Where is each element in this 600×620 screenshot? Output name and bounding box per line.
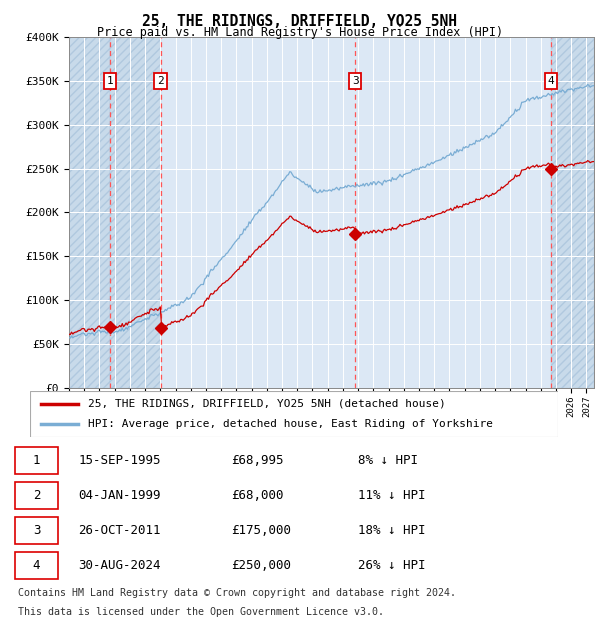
FancyBboxPatch shape <box>15 448 58 474</box>
FancyBboxPatch shape <box>15 482 58 509</box>
Text: 1: 1 <box>107 76 113 86</box>
Text: 4: 4 <box>547 76 554 86</box>
Text: 8% ↓ HPI: 8% ↓ HPI <box>358 454 418 467</box>
Text: 3: 3 <box>352 76 359 86</box>
Text: £68,000: £68,000 <box>231 489 283 502</box>
Bar <box>110 37 161 387</box>
Text: 3: 3 <box>33 524 40 537</box>
Text: £175,000: £175,000 <box>231 524 291 537</box>
Text: £250,000: £250,000 <box>231 559 291 572</box>
Text: 04-JAN-1999: 04-JAN-1999 <box>78 489 161 502</box>
Text: 18% ↓ HPI: 18% ↓ HPI <box>358 524 425 537</box>
Text: 25, THE RIDINGS, DRIFFIELD, YO25 5NH: 25, THE RIDINGS, DRIFFIELD, YO25 5NH <box>143 14 458 29</box>
Text: 2: 2 <box>157 76 164 86</box>
Text: 11% ↓ HPI: 11% ↓ HPI <box>358 489 425 502</box>
Text: 15-SEP-1995: 15-SEP-1995 <box>78 454 161 467</box>
Text: This data is licensed under the Open Government Licence v3.0.: This data is licensed under the Open Gov… <box>18 607 384 617</box>
Bar <box>551 37 594 387</box>
Text: 26% ↓ HPI: 26% ↓ HPI <box>358 559 425 572</box>
Text: 25, THE RIDINGS, DRIFFIELD, YO25 5NH (detached house): 25, THE RIDINGS, DRIFFIELD, YO25 5NH (de… <box>88 399 446 409</box>
Text: 4: 4 <box>33 559 40 572</box>
Text: 2: 2 <box>33 489 40 502</box>
Text: Price paid vs. HM Land Registry's House Price Index (HPI): Price paid vs. HM Land Registry's House … <box>97 26 503 39</box>
Text: Contains HM Land Registry data © Crown copyright and database right 2024.: Contains HM Land Registry data © Crown c… <box>18 588 456 598</box>
Text: 30-AUG-2024: 30-AUG-2024 <box>78 559 161 572</box>
Text: 1: 1 <box>33 454 40 467</box>
Bar <box>69 37 110 387</box>
Text: 26-OCT-2011: 26-OCT-2011 <box>78 524 161 537</box>
FancyBboxPatch shape <box>15 517 58 544</box>
FancyBboxPatch shape <box>30 391 558 437</box>
Text: HPI: Average price, detached house, East Riding of Yorkshire: HPI: Average price, detached house, East… <box>88 419 493 429</box>
FancyBboxPatch shape <box>15 552 58 578</box>
Text: £68,995: £68,995 <box>231 454 283 467</box>
